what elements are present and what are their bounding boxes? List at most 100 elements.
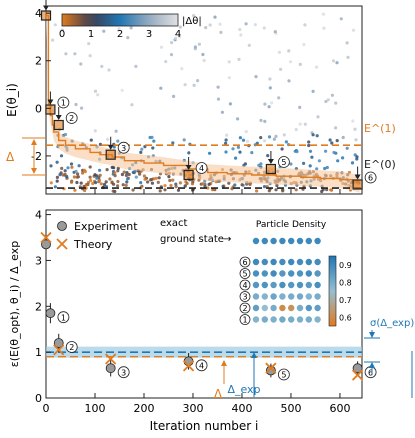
bottom-point-label-circle <box>195 359 208 372</box>
bottom-y-axis-label: ε(E(θ_opt), θ_i) / Δ_exp <box>8 241 21 367</box>
trial-point <box>125 177 130 181</box>
top-delta-label: Δ <box>6 150 15 164</box>
trial-point <box>122 170 126 174</box>
trial-point <box>207 182 211 186</box>
trial-point <box>254 75 258 79</box>
trial-point <box>125 171 129 175</box>
ground-state-site <box>288 237 295 245</box>
trial-point <box>303 23 307 27</box>
trial-point <box>164 60 168 64</box>
bottom-point-label-circle <box>277 368 290 381</box>
trial-point <box>216 85 220 89</box>
trial-point <box>66 166 70 170</box>
density-site <box>314 281 321 289</box>
trial-point <box>178 35 182 39</box>
trial-point <box>80 106 84 110</box>
trial-point <box>202 58 206 63</box>
trial-point <box>190 182 195 186</box>
trial-point <box>98 173 102 177</box>
level-label-e1: E^(1) <box>364 122 396 135</box>
top-colorbar-tick: 0 <box>59 29 65 40</box>
density-site <box>252 281 260 289</box>
trial-point <box>97 178 102 182</box>
trial-point <box>107 68 111 72</box>
trial-point <box>102 29 106 33</box>
top-y-tick-label: 0 <box>35 102 42 115</box>
trial-point <box>76 175 80 179</box>
experiment-point <box>105 363 116 374</box>
trial-point <box>335 61 339 65</box>
density-site <box>279 304 286 312</box>
bottom-point-label: 2 <box>69 343 74 352</box>
trial-point <box>49 164 53 168</box>
bottom-y-tick-label: 0 <box>35 392 42 405</box>
trial-point <box>213 15 217 19</box>
density-site <box>261 316 268 323</box>
trial-point <box>353 127 357 131</box>
trial-point <box>116 166 120 170</box>
legend-experiment-label: Experiment <box>74 220 138 233</box>
trial-point <box>187 151 191 155</box>
trial-point <box>116 184 120 188</box>
bottom-y-tick-label: 2 <box>35 300 42 313</box>
trial-point <box>325 165 329 170</box>
marked-point-3 <box>105 149 116 160</box>
running-best-band <box>46 7 360 193</box>
trial-point <box>275 183 279 188</box>
density-site <box>305 293 312 300</box>
density-site <box>314 316 321 323</box>
density-site <box>288 258 295 266</box>
top-y-tick-label: -2 <box>31 150 42 163</box>
inset-row-label: 1 <box>242 316 247 325</box>
trial-point <box>143 177 147 181</box>
trial-point <box>94 181 98 185</box>
density-site <box>270 270 277 277</box>
density-site <box>314 270 321 277</box>
legend-theory-marker <box>56 238 68 250</box>
marked-point-arrowhead <box>55 115 62 120</box>
trial-point <box>152 139 156 143</box>
trial-point <box>351 119 355 123</box>
density-site <box>314 304 321 312</box>
trial-point <box>129 26 133 30</box>
trial-point <box>208 151 212 155</box>
marked-point-label: 5 <box>281 158 286 167</box>
bottom-y-tick-label: 1 <box>35 346 42 359</box>
level-label-e0: E^(0) <box>364 158 396 171</box>
trial-point <box>69 180 74 184</box>
trial-point <box>120 172 124 177</box>
marked-point-1 <box>45 104 56 115</box>
trial-point <box>134 64 138 68</box>
trial-point <box>267 135 272 139</box>
trial-point <box>355 157 359 161</box>
trial-point <box>64 52 68 56</box>
experiment-point <box>352 363 363 374</box>
density-site <box>296 304 304 312</box>
inset-density-grid: 6 5 4 3 2 1 <box>239 237 321 325</box>
trial-point <box>268 77 272 81</box>
trial-point <box>331 59 336 63</box>
trial-point <box>307 140 311 144</box>
bottom-x-tick-label: 600 <box>329 402 350 415</box>
density-site <box>279 281 286 289</box>
top-colorbar-tick: 2 <box>117 29 123 40</box>
bottom-point-label: 5 <box>281 371 286 380</box>
trial-point <box>238 27 242 32</box>
trial-point <box>328 138 332 142</box>
density-site <box>279 270 286 277</box>
trial-point <box>100 64 104 68</box>
marked-point-label: 1 <box>61 99 66 108</box>
trial-point <box>125 180 129 184</box>
density-site <box>252 304 260 312</box>
trial-point <box>220 110 224 114</box>
experiment-point <box>41 239 51 250</box>
trial-point <box>126 36 130 40</box>
inset-row-label: 5 <box>242 270 247 279</box>
trial-point <box>88 54 92 58</box>
density-site <box>261 281 268 289</box>
trial-point <box>69 162 74 166</box>
inset-title: Particle Density <box>256 220 327 230</box>
trial-point <box>336 159 340 163</box>
top-panel-frame <box>45 5 363 195</box>
